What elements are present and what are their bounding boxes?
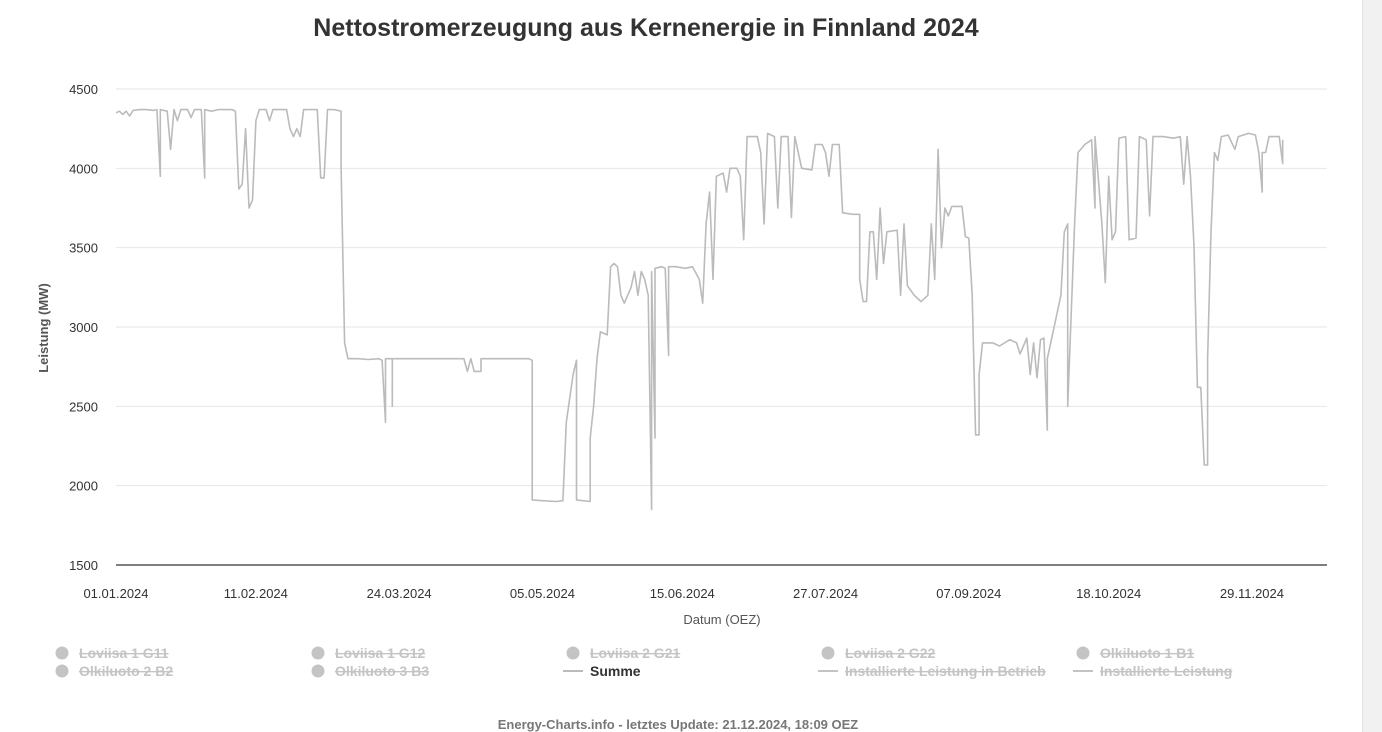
y-tick-label: 3500	[69, 241, 98, 256]
legend-label: Olkiluoto 3 B3	[335, 663, 429, 679]
y-tick-label: 2000	[69, 479, 98, 494]
legend-item[interactable]: Installierte Leistung	[1073, 663, 1232, 679]
x-tick-label: 05.05.2024	[510, 586, 575, 601]
x-axis-ticks: 01.01.2024 11.02.2024 24.03.2024 05.05.2024…	[83, 586, 1284, 601]
x-tick-label: 07.09.2024	[936, 586, 1001, 601]
legend-label: Loviisa 1 G12	[335, 645, 425, 661]
y-axis-ticks: 1500 2000 2500 3000 3500 4000 4500	[69, 82, 98, 573]
legend-label: Installierte Leistung	[1100, 663, 1232, 679]
legend-item[interactable]: Loviisa 2 G22	[821, 645, 936, 661]
legend-dot-icon	[311, 664, 325, 678]
legend-item[interactable]: Olkiluoto 1 B1	[1076, 645, 1195, 661]
grid	[116, 88, 1327, 487]
legend-dot-icon	[311, 646, 325, 660]
y-axis-title: Leistung (MW)	[36, 283, 51, 373]
x-axis-title: Datum (OEZ)	[683, 612, 760, 627]
y-tick-label: 2500	[69, 399, 98, 414]
legend-label: Olkiluoto 2 B2	[79, 663, 173, 679]
series-line-summe[interactable]	[115, 108, 1284, 511]
legend-item[interactable]: Olkiluoto 2 B2	[55, 663, 174, 679]
x-tick-label: 24.03.2024	[367, 586, 432, 601]
x-tick-label: 27.07.2024	[793, 586, 858, 601]
x-tick-label: 11.02.2024	[224, 586, 288, 601]
legend: Loviisa 1 G11 Loviisa 1 G12 Loviisa 2 G21 L…	[55, 645, 1232, 679]
x-tick-label: 01.01.2024	[83, 586, 148, 601]
legend-item[interactable]: Loviisa 1 G11	[55, 645, 169, 661]
legend-dot-icon	[55, 646, 69, 660]
legend-item[interactable]: Summe	[563, 663, 641, 679]
credits-text[interactable]: Energy-Charts.info - letztes Update: 21.…	[498, 717, 859, 732]
legend-item[interactable]: Olkiluoto 3 B3	[311, 663, 430, 679]
series-group	[115, 108, 1284, 511]
page-scrollbar[interactable]	[1362, 0, 1382, 732]
legend-label: Loviisa 2 G21	[590, 645, 680, 661]
legend-dot-icon	[821, 646, 835, 660]
legend-label: Loviisa 2 G22	[845, 645, 935, 661]
legend-dot-icon	[1076, 646, 1090, 660]
legend-label: Olkiluoto 1 B1	[1100, 645, 1194, 661]
legend-label: Summe	[590, 663, 641, 679]
chart-title: Nettostromerzeugung aus Kernenergie in F…	[313, 14, 979, 42]
legend-item[interactable]: Installierte Leistung in Betrieb	[818, 663, 1046, 679]
y-tick-label: 3000	[69, 320, 98, 335]
legend-item[interactable]: Loviisa 2 G21	[566, 645, 681, 661]
legend-label: Installierte Leistung in Betrieb	[845, 663, 1046, 679]
y-tick-label: 4500	[69, 82, 98, 97]
x-tick-label: 15.06.2024	[650, 586, 715, 601]
legend-item[interactable]: Loviisa 1 G12	[311, 645, 426, 661]
x-tick-label: 29.11.2024	[1220, 586, 1284, 601]
legend-dot-icon	[55, 664, 69, 678]
legend-label: Loviisa 1 G11	[79, 645, 169, 661]
legend-dot-icon	[566, 646, 580, 660]
y-tick-label: 4000	[69, 161, 98, 176]
y-tick-label: 1500	[69, 558, 98, 573]
x-tick-label: 18.10.2024	[1076, 586, 1141, 601]
